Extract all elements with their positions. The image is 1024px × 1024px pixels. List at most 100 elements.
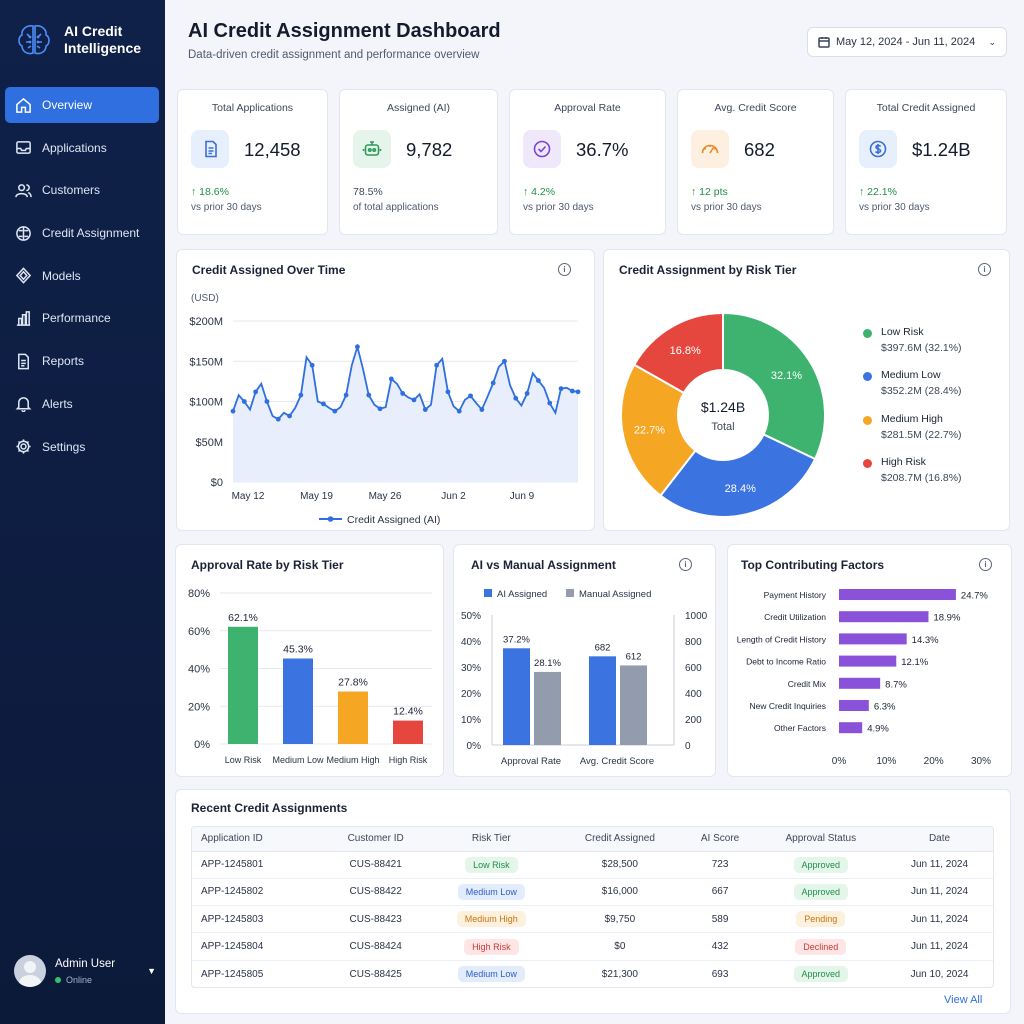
column-header-ai-score[interactable]: AI Score: [684, 827, 756, 852]
caret-down-icon[interactable]: ▼: [147, 966, 156, 976]
column-header-date[interactable]: Date: [886, 827, 993, 852]
avatar: [14, 955, 46, 987]
y-tick-label-right: 800: [685, 637, 702, 648]
sidebar-item-performance[interactable]: Performance: [5, 300, 159, 336]
legend-name: Medium Low: [881, 369, 941, 382]
data-point: [287, 413, 292, 419]
chart-title: Credit Assignment by Risk Tier: [619, 263, 797, 277]
table-cell: APP-1245804: [192, 932, 324, 961]
column-header-application-id[interactable]: Application ID: [192, 827, 324, 852]
kpi-note: vs prior 30 days: [523, 202, 594, 213]
legend-marker: [327, 516, 334, 522]
data-point: [230, 408, 236, 414]
table-cell: CUS-88425: [349, 968, 402, 980]
table-row[interactable]: APP-1245804 CUS-88424 High Risk $0 432 Declin…: [192, 932, 993, 961]
table-cell: Approved: [755, 851, 887, 879]
user-status-text: Online: [66, 974, 93, 985]
data-point: [558, 386, 564, 392]
data-point: [524, 391, 530, 396]
brand[interactable]: AI Credit Intelligence: [14, 20, 144, 60]
approval-rate-card: Approval Rate by Risk Tier 0% 20% 40% 60% 80…: [175, 544, 444, 777]
data-label: 12.4%: [393, 706, 423, 718]
info-icon[interactable]: i: [558, 263, 571, 276]
sidebar-item-models[interactable]: Models: [5, 258, 159, 294]
table-row[interactable]: APP-1245803 CUS-88423 Medium High $9,750 589…: [192, 905, 993, 934]
table-cell: High Risk: [427, 932, 556, 961]
chart-title: Credit Assigned Over Time: [192, 263, 346, 277]
data-point: [513, 395, 519, 401]
column-header-approval-status[interactable]: Approval Status: [755, 827, 887, 852]
legend-name: Low Risk: [881, 326, 924, 338]
table-cell: 693: [711, 968, 729, 980]
sidebar-item-label: Performance: [42, 311, 111, 326]
kpi-value: 682: [744, 139, 775, 160]
table-cell: Low Risk: [427, 851, 556, 879]
column-header-credit-assigned[interactable]: Credit Assigned: [555, 827, 685, 852]
sidebar-item-reports[interactable]: Reports: [5, 343, 159, 379]
bar-medium-low: [283, 658, 313, 744]
x-tick-label: May 12: [232, 491, 265, 502]
kpi-card-total-credit-assigned[interactable]: Total Credit Assigned $1.24B ↑ 22.1% vs …: [845, 89, 1007, 235]
kpi-label: Total Applications: [211, 102, 294, 114]
status-badge: Approved: [793, 883, 849, 900]
kpi-value: $1.24B: [912, 139, 971, 160]
ai-vs-manual-card: AI vs Manual Assignment i 0% 10% 20% 30% 40%…: [453, 544, 716, 777]
date-range-value: May 12, 2024 - Jun 11, 2024: [836, 36, 976, 48]
x-tick-label: 30%: [971, 756, 991, 767]
info-icon[interactable]: i: [978, 263, 991, 276]
online-dot-icon: [55, 976, 61, 983]
x-tick-label: Medium High: [326, 755, 379, 765]
robot-icon: [353, 130, 391, 168]
data-point: [411, 397, 417, 403]
y-tick-label-right: 400: [685, 689, 702, 700]
date-range-picker[interactable]: May 12, 2024 - Jun 11, 2024 ⌄: [807, 27, 1007, 57]
table-cell: APP-1245805: [201, 968, 264, 980]
x-tick-label: Low Risk: [225, 755, 262, 765]
y-tick-label-left: 50%: [461, 611, 481, 622]
legend-label-manual: Manual Assigned: [579, 589, 651, 600]
table-cell: Medium Low: [427, 878, 556, 907]
y-tick-label: 40%: [188, 664, 210, 676]
sidebar-item-credit-assignment[interactable]: Credit Assignment: [5, 215, 159, 251]
risk-tier-badge: Medium Low: [457, 966, 525, 983]
bar-other-factors: [839, 722, 863, 734]
bar-low-risk: [228, 626, 258, 744]
user-menu[interactable]: Admin User Online ▼: [14, 955, 156, 987]
kpi-card-assigned-ai[interactable]: Assigned (AI) 9,782 78.5% of total appli…: [339, 89, 498, 235]
table-cell: CUS-88424: [323, 932, 428, 961]
sidebar-item-overview[interactable]: Overview: [5, 87, 159, 123]
kpi-delta: ↑ 12 pts: [691, 186, 728, 198]
legend-value: $352.2M (28.4%): [881, 385, 962, 398]
column-header-customer-id[interactable]: Customer ID: [323, 827, 428, 852]
kpi-delta: ↑ 22.1%: [859, 186, 897, 198]
inbox-icon: [14, 139, 32, 157]
table-row[interactable]: APP-1245801 CUS-88421 Low Risk $28,500 723 Ap…: [192, 851, 993, 879]
data-point: [388, 376, 394, 382]
donut-center-value: $1.24B: [701, 399, 745, 415]
sidebar-item-applications[interactable]: Applications: [5, 130, 159, 166]
bar-chart-icon: [14, 309, 32, 327]
sidebar-item-label: Settings: [42, 439, 86, 454]
kpi-card-total-applications[interactable]: Total Applications 12,458 ↑ 18.6% vs pri…: [177, 89, 328, 235]
info-icon[interactable]: i: [679, 558, 692, 571]
info-icon[interactable]: i: [979, 558, 992, 571]
table-cell: Jun 11, 2024: [886, 932, 993, 961]
kpi-label: Assigned (AI): [386, 102, 451, 114]
sidebar-item-customers[interactable]: Customers: [5, 172, 159, 208]
data-point: [343, 392, 349, 398]
view-all-link[interactable]: View All: [944, 994, 983, 1006]
y-tick-label: $50M: [195, 437, 223, 449]
table-row[interactable]: APP-1245805 CUS-88425 Medium Low $21,300 693…: [192, 960, 993, 987]
data-label: 27.8%: [338, 677, 368, 689]
legend-label: Credit Assigned (AI): [347, 514, 440, 526]
kpi-card-avg-credit-score[interactable]: Avg. Credit Score 682 ↑ 12 pts vs prior …: [677, 89, 834, 235]
table-row[interactable]: APP-1245802 CUS-88422 Medium Low $16,000 667…: [192, 878, 993, 907]
kpi-card-approval-rate[interactable]: Approval Rate 36.7% ↑ 4.2% vs prior 30 d…: [509, 89, 666, 235]
dollar-icon: [859, 130, 897, 168]
bar-manual: [620, 665, 647, 745]
home-icon: [14, 96, 32, 114]
sidebar-item-settings[interactable]: Settings: [5, 429, 159, 465]
column-header-risk-tier[interactable]: Risk Tier: [427, 827, 556, 852]
data-point: [479, 407, 485, 412]
sidebar-item-alerts[interactable]: Alerts: [5, 386, 159, 422]
